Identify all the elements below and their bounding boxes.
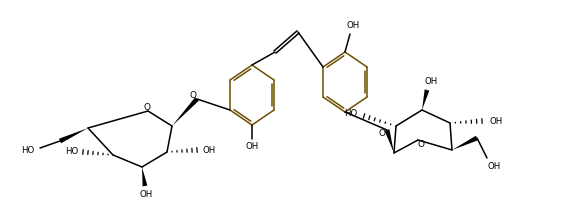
Text: HO: HO: [21, 146, 34, 155]
Polygon shape: [172, 97, 199, 126]
Text: HO: HO: [344, 108, 358, 118]
Text: O: O: [417, 140, 425, 149]
Text: HO: HO: [65, 146, 79, 155]
Text: OH: OH: [424, 77, 437, 86]
Polygon shape: [385, 129, 394, 153]
Polygon shape: [59, 128, 88, 143]
Text: OH: OH: [139, 190, 153, 198]
Text: OH: OH: [487, 162, 501, 170]
Polygon shape: [452, 136, 478, 150]
Text: O: O: [144, 103, 150, 112]
Text: OH: OH: [203, 146, 216, 155]
Text: O: O: [378, 129, 386, 138]
Text: OH: OH: [346, 21, 360, 30]
Text: O: O: [189, 90, 196, 99]
Text: OH: OH: [490, 116, 503, 125]
Polygon shape: [142, 167, 148, 186]
Polygon shape: [422, 89, 429, 110]
Text: OH: OH: [245, 142, 259, 151]
